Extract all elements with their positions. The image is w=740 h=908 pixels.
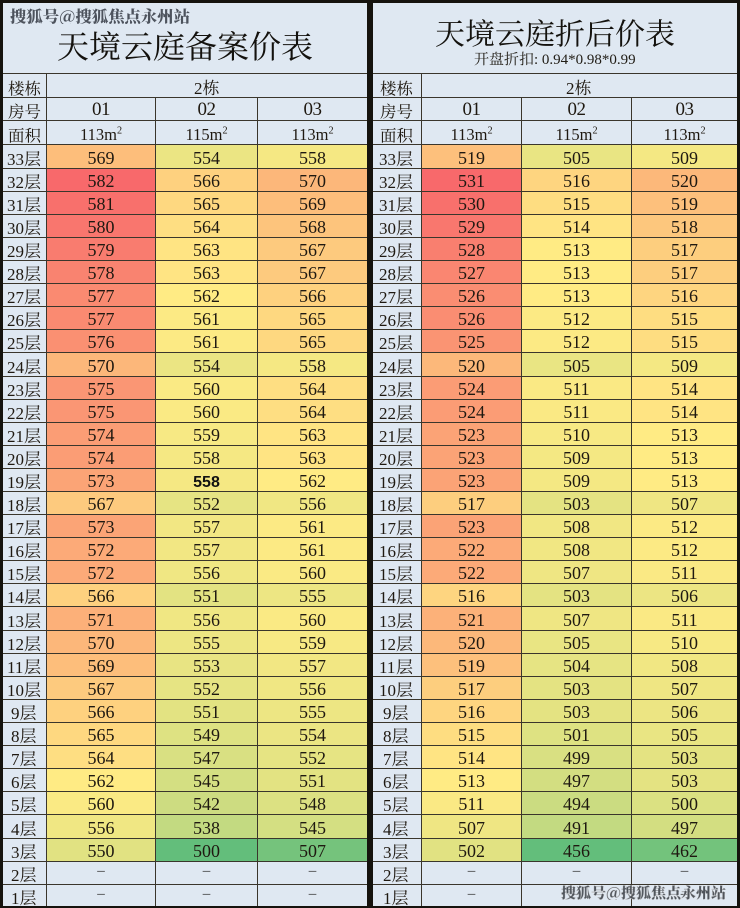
svg-text:11: 11 [7,658,23,675]
svg-text:17: 17 [7,519,24,536]
svg-text:20: 20 [7,450,24,467]
svg-text:33: 33 [7,150,24,167]
svg-text:22: 22 [379,404,396,421]
svg-text:4: 4 [383,820,392,837]
svg-text:16: 16 [379,542,396,559]
svg-text:8: 8 [383,727,392,744]
svg-text:9: 9 [11,704,20,721]
svg-text:26: 26 [379,311,396,328]
svg-text:19: 19 [7,473,24,490]
svg-text:1: 1 [11,889,20,906]
svg-text:21: 21 [7,427,24,444]
svg-text:15: 15 [379,565,396,582]
svg-text:16: 16 [7,542,24,559]
svg-text:19: 19 [379,473,396,490]
svg-text:2: 2 [566,79,575,96]
svg-text:2: 2 [383,866,392,883]
svg-text:28: 28 [7,265,24,282]
svg-text:14: 14 [379,588,397,605]
svg-text:3: 3 [11,843,20,860]
svg-text:27: 27 [7,288,24,305]
svg-text:24: 24 [7,358,24,375]
svg-text:30: 30 [379,219,396,236]
svg-text:23: 23 [7,381,24,398]
svg-text:14: 14 [7,588,24,605]
svg-text:32: 32 [379,173,396,190]
svg-text:5: 5 [11,796,20,813]
svg-text:8: 8 [11,727,20,744]
svg-text:32: 32 [7,173,24,190]
svg-text:33: 33 [379,150,396,167]
svg-text:12: 12 [379,635,396,652]
svg-text:7: 7 [383,750,392,767]
svg-text:9: 9 [383,704,392,721]
svg-text:21: 21 [379,427,396,444]
svg-text:11: 11 [379,658,395,675]
svg-text:24: 24 [379,358,397,375]
svg-text:2: 2 [11,866,20,883]
svg-text:31: 31 [379,196,396,213]
svg-text:25: 25 [379,334,396,351]
svg-text:10: 10 [379,681,396,698]
svg-text:5: 5 [383,796,392,813]
svg-text:18: 18 [379,496,396,513]
svg-text:20: 20 [379,450,396,467]
svg-text:28: 28 [379,265,396,282]
svg-text:30: 30 [7,219,24,236]
svg-text:: 0.94*0.98*0.99: : 0.94*0.98*0.99 [534,52,636,66]
svg-text:26: 26 [7,311,24,328]
svg-text:6: 6 [383,773,392,790]
svg-text:25: 25 [7,334,24,351]
svg-text:3: 3 [383,843,392,860]
svg-text:27: 27 [379,288,397,305]
svg-text:6: 6 [11,773,20,790]
svg-text:23: 23 [379,381,396,398]
svg-text:18: 18 [7,496,24,513]
svg-text:17: 17 [379,519,397,536]
svg-text:2: 2 [194,79,203,96]
svg-text:1: 1 [383,889,392,906]
svg-text:22: 22 [7,404,24,421]
svg-text:13: 13 [7,612,24,629]
svg-text:29: 29 [7,242,24,259]
svg-text:15: 15 [7,565,24,582]
svg-text:12: 12 [7,635,24,652]
svg-text:10: 10 [7,681,24,698]
svg-text:13: 13 [379,612,396,629]
svg-text:31: 31 [7,196,24,213]
svg-text:29: 29 [379,242,396,259]
svg-text:7: 7 [11,750,20,767]
svg-text:4: 4 [11,820,20,837]
